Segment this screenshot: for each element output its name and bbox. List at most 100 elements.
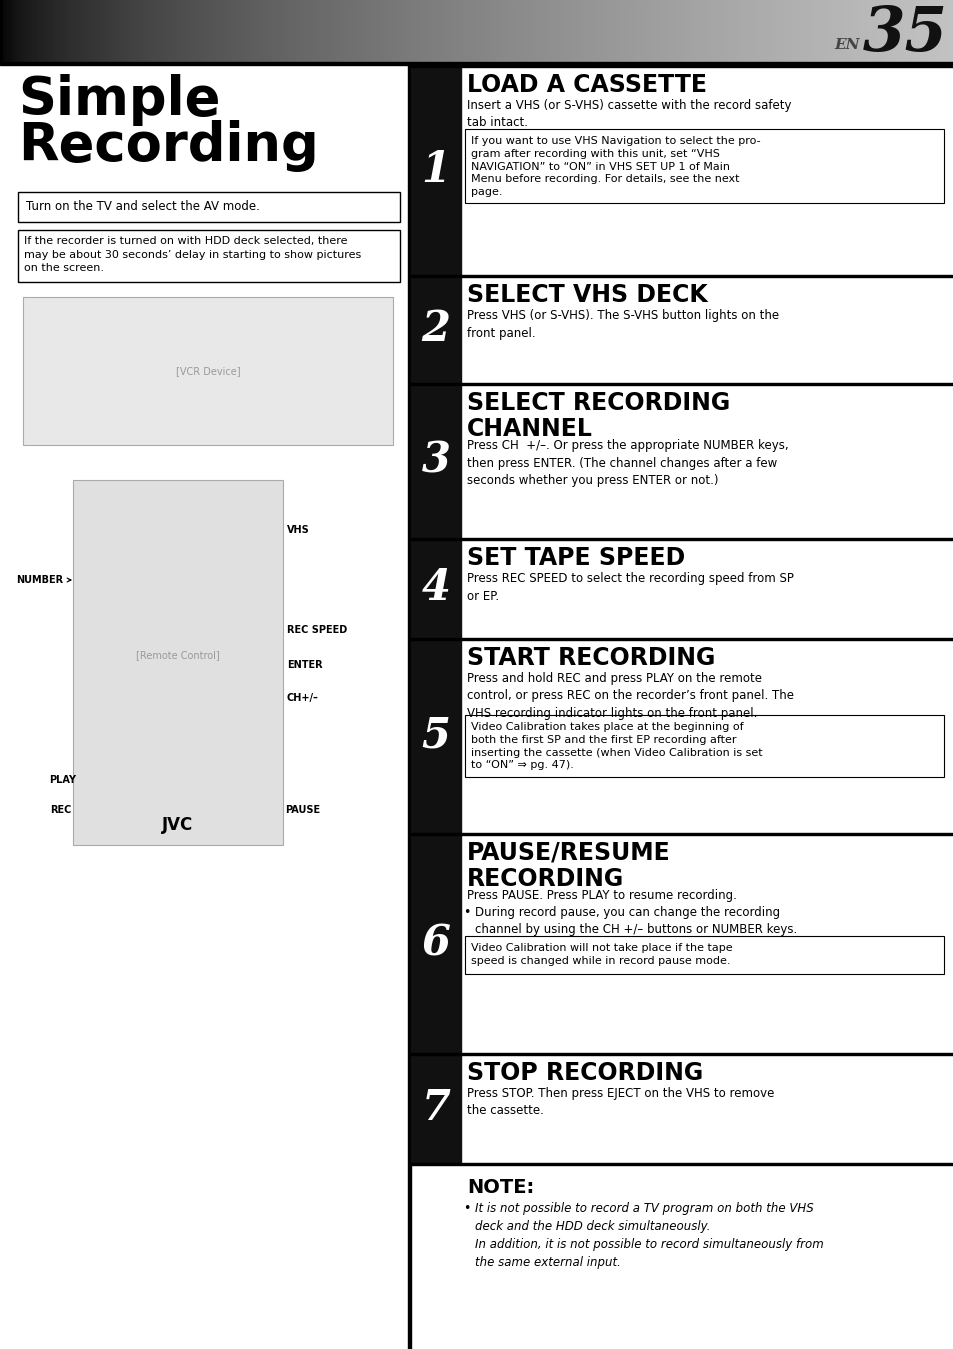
Bar: [832, 0, 837, 62]
Bar: [0, 0, 4, 62]
Bar: [464, 0, 468, 62]
Bar: [578, 0, 582, 62]
Bar: [927, 0, 932, 62]
Bar: [594, 0, 598, 62]
Bar: [803, 0, 808, 62]
Bar: [22, 0, 27, 62]
Bar: [775, 0, 780, 62]
Bar: [648, 0, 652, 62]
Bar: [117, 0, 122, 62]
Bar: [407, 0, 411, 62]
Bar: [178, 0, 182, 62]
Bar: [172, 0, 175, 62]
Bar: [411, 1054, 953, 1055]
Bar: [3, 0, 8, 62]
Bar: [131, 0, 134, 62]
Bar: [807, 0, 811, 62]
Bar: [534, 0, 537, 62]
Bar: [350, 0, 354, 62]
Bar: [651, 0, 656, 62]
Bar: [721, 0, 725, 62]
Bar: [411, 638, 460, 832]
Bar: [188, 0, 192, 62]
Bar: [610, 0, 614, 62]
Bar: [0, 62, 953, 65]
Text: 1: 1: [421, 148, 450, 192]
Bar: [460, 0, 465, 62]
Bar: [660, 0, 665, 62]
Bar: [760, 0, 763, 62]
Bar: [603, 0, 608, 62]
Bar: [279, 0, 284, 62]
Bar: [584, 0, 589, 62]
Text: •: •: [462, 1202, 470, 1215]
Bar: [464, 715, 943, 777]
Bar: [57, 0, 61, 62]
Bar: [565, 0, 570, 62]
Bar: [35, 0, 39, 62]
Bar: [411, 383, 953, 384]
Text: Press VHS (or S-VHS). The S-VHS button lights on the
front panel.: Press VHS (or S-VHS). The S-VHS button l…: [467, 309, 779, 340]
Bar: [724, 0, 728, 62]
Text: STOP RECORDING: STOP RECORDING: [467, 1062, 702, 1085]
Bar: [753, 0, 757, 62]
Bar: [248, 0, 252, 62]
Bar: [683, 0, 687, 62]
Text: JVC: JVC: [162, 816, 193, 834]
Bar: [95, 0, 99, 62]
Bar: [639, 0, 642, 62]
Bar: [886, 0, 890, 62]
Bar: [531, 0, 535, 62]
Bar: [550, 0, 554, 62]
Bar: [222, 0, 227, 62]
Bar: [400, 0, 404, 62]
Bar: [517, 0, 522, 62]
Bar: [321, 0, 325, 62]
Bar: [411, 832, 460, 1054]
Bar: [140, 0, 144, 62]
Bar: [889, 0, 894, 62]
Text: Simple: Simple: [18, 74, 220, 125]
Bar: [165, 0, 170, 62]
Bar: [851, 0, 856, 62]
Bar: [317, 0, 322, 62]
Bar: [29, 0, 32, 62]
Bar: [346, 0, 351, 62]
Bar: [762, 0, 766, 62]
Text: PLAY: PLAY: [50, 774, 76, 785]
Text: ENTER: ENTER: [287, 660, 322, 670]
Bar: [308, 0, 313, 62]
Bar: [622, 0, 627, 62]
Text: 4: 4: [421, 567, 450, 608]
Bar: [51, 0, 55, 62]
Bar: [674, 0, 678, 62]
Text: •: •: [462, 907, 470, 919]
Bar: [540, 0, 544, 62]
Bar: [855, 0, 859, 62]
Bar: [617, 0, 620, 62]
Bar: [276, 0, 280, 62]
Text: CH+/–: CH+/–: [287, 693, 318, 703]
Bar: [629, 0, 633, 62]
Bar: [943, 0, 947, 62]
Bar: [241, 0, 246, 62]
Text: During record pause, you can change the recording
channel by using the CH +/– bu: During record pause, you can change the …: [475, 907, 797, 936]
Bar: [12, 0, 17, 62]
Bar: [455, 0, 458, 62]
Bar: [73, 0, 77, 62]
Bar: [524, 0, 528, 62]
Bar: [254, 0, 258, 62]
Bar: [464, 130, 943, 202]
Bar: [411, 65, 460, 275]
Bar: [779, 0, 782, 62]
Bar: [108, 0, 112, 62]
Bar: [89, 0, 93, 62]
Bar: [124, 0, 128, 62]
Bar: [483, 0, 487, 62]
Bar: [874, 0, 878, 62]
Text: SELECT RECORDING
CHANNEL: SELECT RECORDING CHANNEL: [467, 391, 729, 441]
Bar: [143, 0, 147, 62]
Bar: [411, 65, 953, 67]
Bar: [152, 0, 156, 62]
Bar: [19, 0, 23, 62]
